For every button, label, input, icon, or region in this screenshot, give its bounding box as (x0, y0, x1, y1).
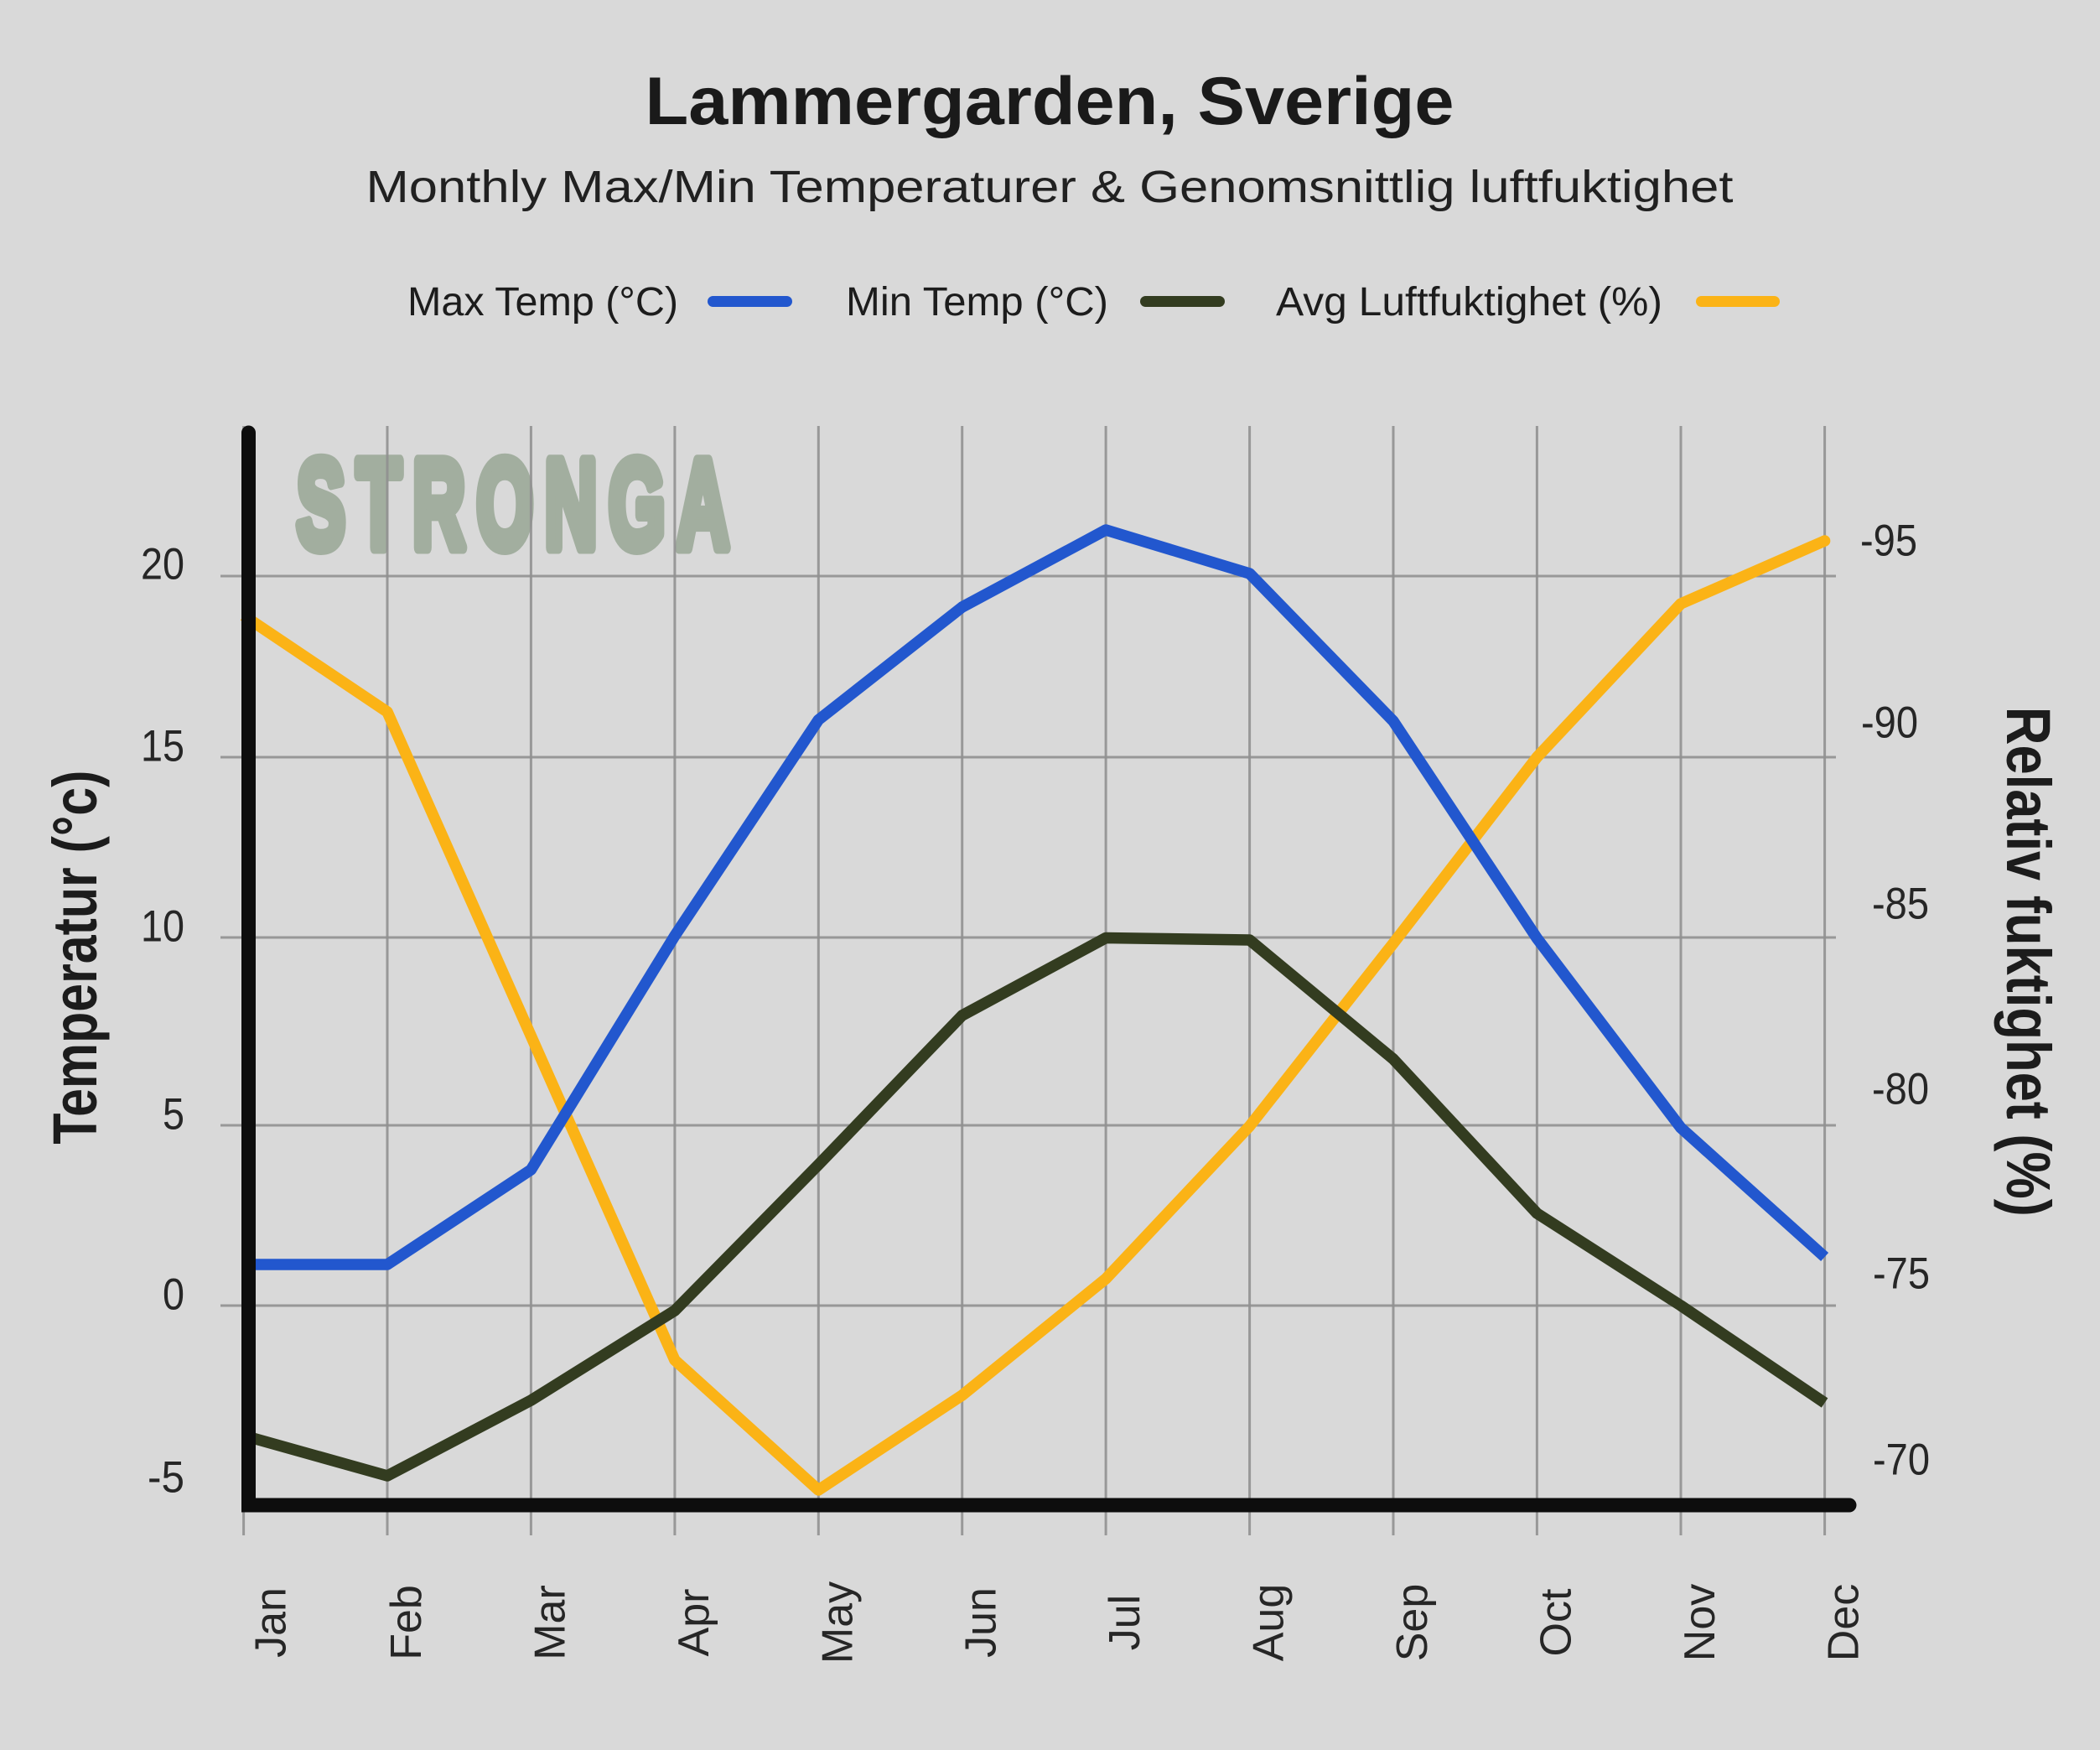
svg-text:Avg Luftfuktighet (%): Avg Luftfuktighet (%) (1276, 280, 1662, 325)
svg-text:-95: -95 (1860, 517, 1917, 566)
svg-text:Relativ fuktighet (%): Relativ fuktighet (%) (1994, 707, 2063, 1217)
svg-text:Jan: Jan (247, 1587, 296, 1658)
svg-text:5: 5 (163, 1090, 184, 1140)
svg-text:Mar: Mar (526, 1585, 574, 1660)
svg-text:Apr: Apr (670, 1589, 718, 1657)
svg-text:20: 20 (141, 540, 184, 589)
svg-text:Max Temp (°C): Max Temp (°C) (407, 280, 678, 325)
svg-text:Min Temp (°C): Min Temp (°C) (846, 280, 1108, 325)
svg-text:-5: -5 (148, 1453, 184, 1503)
svg-text:Temperatur (°c): Temperatur (°c) (40, 771, 110, 1145)
svg-text:STRONGA: STRONGA (297, 434, 741, 574)
svg-text:May: May (813, 1581, 862, 1664)
svg-text:-70: -70 (1873, 1436, 1930, 1485)
svg-text:-90: -90 (1861, 698, 1918, 748)
svg-text:Dec: Dec (1820, 1584, 1869, 1661)
svg-text:Aug: Aug (1245, 1584, 1294, 1662)
svg-text:Sep: Sep (1388, 1584, 1437, 1662)
svg-text:-85: -85 (1872, 880, 1929, 929)
svg-text:Jun: Jun (957, 1587, 1006, 1658)
svg-text:Nov: Nov (1676, 1584, 1724, 1661)
svg-text:0: 0 (163, 1270, 184, 1320)
svg-text:-75: -75 (1873, 1249, 1930, 1299)
svg-text:Feb: Feb (382, 1585, 431, 1660)
svg-text:Jul: Jul (1101, 1595, 1149, 1650)
svg-text:Oct: Oct (1532, 1588, 1580, 1656)
svg-text:15: 15 (141, 722, 184, 771)
svg-text:-80: -80 (1872, 1065, 1929, 1114)
svg-text:10: 10 (141, 902, 184, 952)
svg-text:Monthly Max/Min Temperaturer &: Monthly Max/Min Temperaturer & Genomsnit… (366, 162, 1734, 212)
svg-text:Lammergarden, Sverige: Lammergarden, Sverige (646, 64, 1454, 139)
